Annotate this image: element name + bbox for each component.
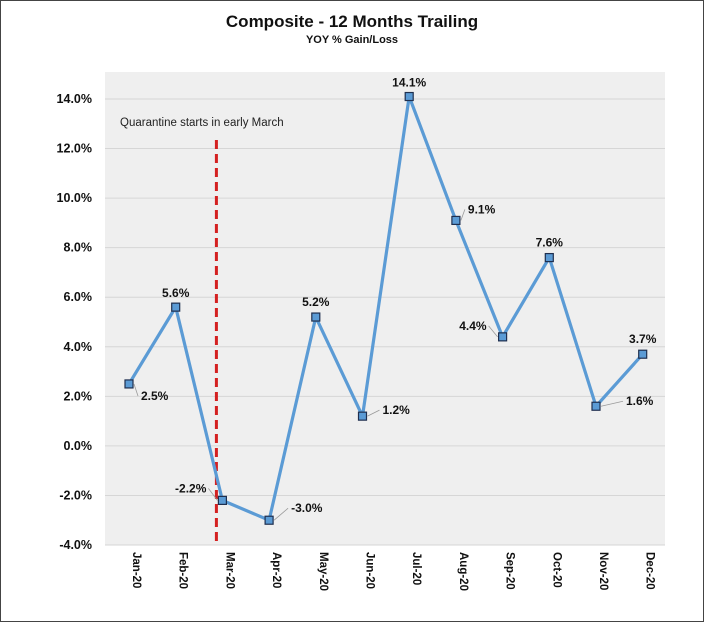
data-point [124,379,134,389]
series-line [127,94,644,522]
data-label: -3.0% [291,501,323,515]
x-tick-label: Aug-20 [457,552,469,591]
y-tick-label: 14.0% [57,92,92,106]
data-label: 3.7% [629,332,657,346]
data-label-leader [488,325,498,338]
data-label-leader [600,400,624,407]
data-point [217,495,227,505]
data-label: 9.1% [468,202,496,216]
data-point [357,411,368,421]
y-tick-label: -4.0% [59,538,92,552]
data-point [311,312,321,322]
data-point [404,91,414,102]
data-label: 2.5% [141,389,169,403]
data-label-leader [133,383,139,397]
quarantine-annotation: Quarantine starts in early March [120,117,284,129]
x-tick-label: Jun-20 [364,552,376,589]
data-label-leader [460,209,466,221]
y-tick-label: 6.0% [64,290,93,304]
y-tick-label: 8.0% [64,241,93,255]
x-tick-label: Nov-20 [597,552,609,590]
y-tick-label: -2.0% [59,488,92,502]
y-tick-label: 12.0% [57,142,92,156]
x-tick-label: Sep-20 [504,552,516,590]
data-label: 7.6% [536,236,564,250]
chart-title: Composite - 12 Months Trailing [225,12,479,31]
data-label: 5.2% [302,295,330,309]
data-point [171,302,181,312]
data-label: 1.2% [383,403,411,417]
y-tick-label: 4.0% [64,340,93,354]
data-label-leader [208,488,218,501]
data-point [591,401,601,411]
data-label-leader [273,507,289,521]
data-label: 5.6% [162,286,190,300]
x-tick-label: Oct-20 [550,552,562,588]
data-point [264,515,274,525]
x-tick-label: Jul-20 [410,552,422,585]
gridlines [105,98,665,546]
x-axis-ticks: Jan-20 Feb-20 Mar-20 Apr-20 May-20 Jun-20 Jul-… [130,552,656,591]
x-tick-label: Mar-20 [223,552,235,589]
data-label: 4.4% [459,319,487,333]
plot-area [105,72,665,545]
data-point [451,215,461,226]
data-label: -2.2% [175,481,207,495]
data-point [498,332,508,342]
x-tick-label: May-20 [317,552,329,591]
data-point [544,252,554,263]
chart-subtitle: YOY % Gain/Loss [305,34,399,46]
y-tick-label: 0.0% [64,439,93,453]
y-axis-ticks: -4.0% -2.0% 0.0% 2.0% 4.0% 6.0% 8.0% 10.0% 12.0%… [57,92,92,552]
x-tick-label: Apr-20 [270,552,282,588]
data-labels: 2.5% 5.6% -2.2% -3.0% 5.2% 1.2% 14.1% 9.1% 4.4% 7… [133,76,657,521]
y-tick-label: 10.0% [57,191,92,205]
data-label-leader [367,409,380,417]
data-label: 14.1% [392,76,426,90]
data-label: 1.6% [626,394,654,408]
x-tick-label: Feb-20 [177,552,189,589]
y-tick-label: 2.0% [64,389,93,403]
x-tick-label: Jan-20 [130,552,142,588]
data-point [638,349,648,359]
series-group [124,91,648,525]
x-tick-label: Dec-20 [644,552,656,590]
